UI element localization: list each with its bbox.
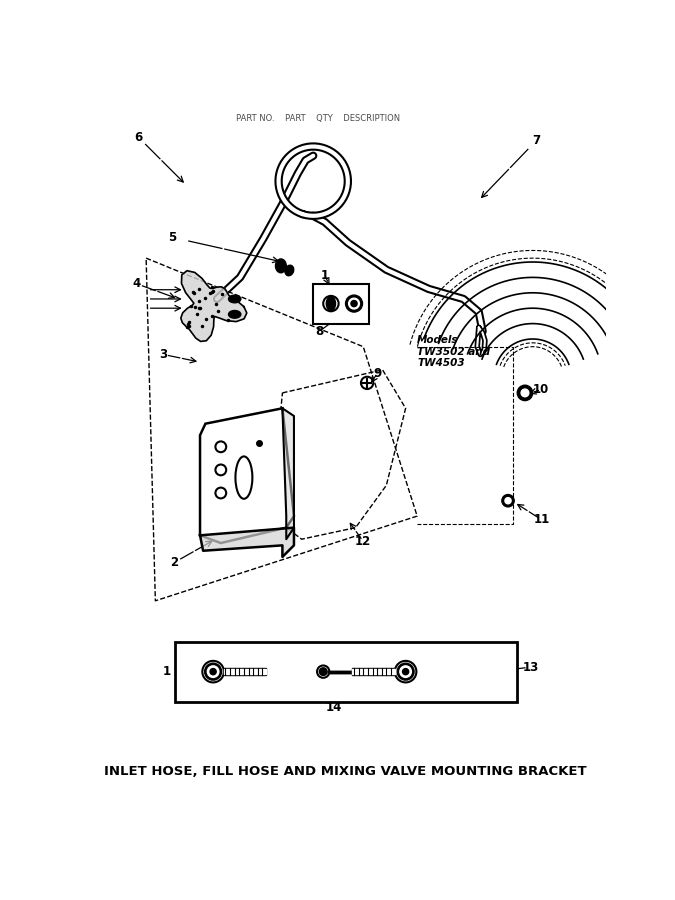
Ellipse shape <box>229 310 241 319</box>
Text: 4: 4 <box>132 277 140 290</box>
Bar <box>313 284 369 324</box>
Ellipse shape <box>400 666 411 678</box>
Bar <box>175 642 517 702</box>
Ellipse shape <box>317 665 329 678</box>
Ellipse shape <box>395 661 416 682</box>
Text: 11: 11 <box>534 513 550 526</box>
Text: 13: 13 <box>522 662 539 674</box>
Polygon shape <box>200 527 294 557</box>
Text: 2: 2 <box>171 556 179 569</box>
Text: 1: 1 <box>321 269 329 283</box>
Ellipse shape <box>319 668 327 676</box>
Ellipse shape <box>236 456 252 499</box>
Ellipse shape <box>326 297 335 310</box>
Ellipse shape <box>205 663 221 680</box>
Ellipse shape <box>207 666 219 678</box>
Text: 5: 5 <box>168 231 176 244</box>
Circle shape <box>502 494 514 507</box>
Text: 3: 3 <box>159 348 167 361</box>
Bar <box>352 668 395 676</box>
Bar <box>352 670 395 674</box>
Circle shape <box>517 385 533 400</box>
Ellipse shape <box>348 298 359 309</box>
Text: 14: 14 <box>326 700 342 714</box>
Ellipse shape <box>202 661 224 682</box>
Text: 12: 12 <box>355 535 371 548</box>
Text: 1: 1 <box>163 665 171 678</box>
Circle shape <box>505 498 511 504</box>
Polygon shape <box>181 271 247 341</box>
Text: 7: 7 <box>533 134 541 147</box>
Text: 6: 6 <box>134 130 142 144</box>
Ellipse shape <box>285 266 294 275</box>
Ellipse shape <box>323 296 339 311</box>
Circle shape <box>521 389 529 397</box>
Polygon shape <box>282 409 294 539</box>
Ellipse shape <box>229 295 241 302</box>
Bar <box>224 670 266 674</box>
Text: Models
TW3502 and
TW4503: Models TW3502 and TW4503 <box>417 335 490 368</box>
Ellipse shape <box>275 259 286 273</box>
Ellipse shape <box>351 301 357 307</box>
Text: PART NO.    PART    QTY    DESCRIPTION: PART NO. PART QTY DESCRIPTION <box>236 114 400 123</box>
Bar <box>224 668 266 676</box>
Ellipse shape <box>397 663 414 680</box>
Text: INLET HOSE, FILL HOSE AND MIXING VALVE MOUNTING BRACKET: INLET HOSE, FILL HOSE AND MIXING VALVE M… <box>104 765 587 778</box>
Text: 10: 10 <box>532 383 549 396</box>
Ellipse shape <box>402 669 408 675</box>
Ellipse shape <box>346 295 362 312</box>
Text: 9: 9 <box>373 367 381 380</box>
Text: 8: 8 <box>315 325 323 338</box>
Polygon shape <box>200 409 294 543</box>
Ellipse shape <box>210 669 216 675</box>
